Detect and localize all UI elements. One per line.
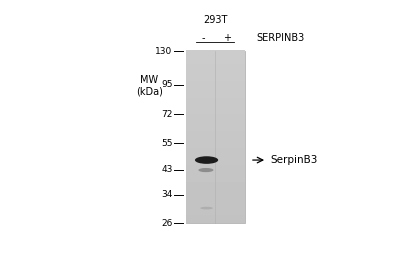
Ellipse shape xyxy=(198,168,214,172)
FancyBboxPatch shape xyxy=(186,51,245,223)
Text: 72: 72 xyxy=(161,110,172,119)
Text: SerpinB3: SerpinB3 xyxy=(270,155,318,165)
Text: 95: 95 xyxy=(161,80,172,89)
Text: 34: 34 xyxy=(161,190,172,199)
Text: -: - xyxy=(202,33,205,43)
Text: 130: 130 xyxy=(155,47,172,56)
Ellipse shape xyxy=(195,156,218,164)
Text: 55: 55 xyxy=(161,139,172,148)
Text: 43: 43 xyxy=(161,165,172,174)
Text: 293T: 293T xyxy=(203,15,227,25)
Ellipse shape xyxy=(200,207,213,209)
Text: MW
(kDa): MW (kDa) xyxy=(136,75,163,97)
Text: 26: 26 xyxy=(161,219,172,228)
Text: +: + xyxy=(223,33,231,43)
Text: SERPINB3: SERPINB3 xyxy=(256,33,304,43)
